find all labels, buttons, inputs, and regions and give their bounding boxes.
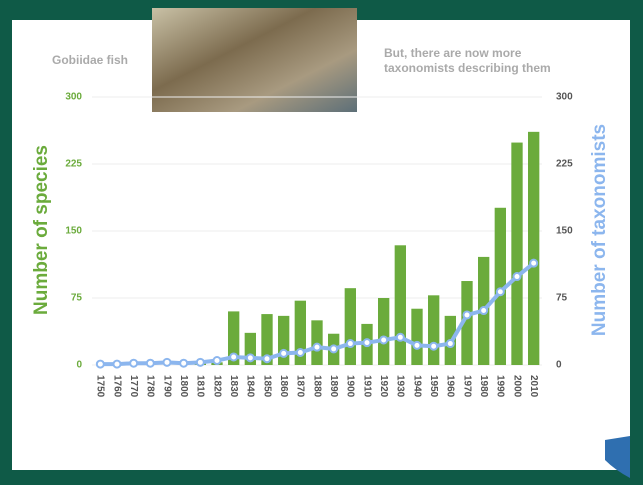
line-marker bbox=[95, 359, 105, 369]
x-tick-label: 1760 bbox=[111, 375, 122, 398]
bar bbox=[294, 300, 306, 365]
x-tick-label: 1920 bbox=[378, 375, 389, 398]
line-marker bbox=[445, 339, 455, 349]
y2-tick-label: 75 bbox=[556, 293, 568, 304]
y2-tick-label: 225 bbox=[556, 159, 573, 170]
x-tick-label: 1970 bbox=[461, 375, 472, 398]
bar bbox=[378, 298, 390, 365]
x-tick-label: 1910 bbox=[361, 375, 372, 398]
y-tick-label: 225 bbox=[65, 159, 82, 170]
bar bbox=[244, 332, 256, 365]
x-tick-label: 1800 bbox=[178, 375, 189, 398]
bar bbox=[528, 131, 540, 365]
line-marker bbox=[262, 354, 272, 364]
line-marker bbox=[329, 344, 339, 354]
line-marker bbox=[362, 338, 372, 348]
line-marker bbox=[429, 341, 439, 351]
annotation: But, there are now more taxonomists desc… bbox=[384, 46, 551, 75]
line-marker bbox=[345, 339, 355, 349]
bar bbox=[428, 295, 440, 365]
line-marker bbox=[512, 272, 522, 282]
y-tick-label: 300 bbox=[65, 92, 82, 103]
logo bbox=[605, 436, 630, 478]
x-tick-label: 1780 bbox=[145, 375, 156, 398]
x-tick-label: 1950 bbox=[428, 375, 439, 398]
bar bbox=[461, 281, 473, 365]
line-marker bbox=[145, 358, 155, 368]
line-marker bbox=[179, 358, 189, 368]
x-tick-label: 1820 bbox=[211, 375, 222, 398]
x-tick-label: 1810 bbox=[195, 375, 206, 398]
bar bbox=[261, 314, 273, 365]
line-marker bbox=[229, 352, 239, 362]
bar bbox=[278, 315, 290, 365]
x-tick-label: 2000 bbox=[511, 375, 522, 398]
line-marker bbox=[379, 335, 389, 345]
bar bbox=[228, 311, 240, 365]
x-tick-label: 1840 bbox=[245, 375, 256, 398]
y2-tick-label: 150 bbox=[556, 226, 573, 237]
y2-tick-label: 300 bbox=[556, 92, 573, 103]
line-marker bbox=[395, 332, 405, 342]
x-tick-label: 1770 bbox=[128, 375, 139, 398]
line-marker bbox=[195, 357, 205, 367]
x-tick-label: 1940 bbox=[411, 375, 422, 398]
photo bbox=[152, 8, 357, 112]
x-tick-label: 2010 bbox=[528, 375, 539, 398]
chart-title: Gobiidae fish bbox=[52, 53, 128, 67]
y-tick-label: 0 bbox=[76, 360, 82, 371]
line-marker bbox=[412, 340, 422, 350]
y2-axis-title: Number of taxonomists bbox=[589, 124, 610, 336]
x-tick-label: 1870 bbox=[295, 375, 306, 398]
line-marker bbox=[212, 356, 222, 366]
line-marker bbox=[245, 353, 255, 363]
x-tick-label: 1750 bbox=[95, 375, 106, 398]
bar bbox=[511, 142, 523, 365]
line-marker bbox=[462, 310, 472, 320]
x-tick-label: 1930 bbox=[395, 375, 406, 398]
line-marker bbox=[295, 347, 305, 357]
bar bbox=[494, 207, 506, 365]
x-tick-label: 1960 bbox=[445, 375, 456, 398]
bar bbox=[394, 245, 406, 365]
line-marker bbox=[129, 358, 139, 368]
x-tick-label: 1860 bbox=[278, 375, 289, 398]
x-tick-label: 1850 bbox=[261, 375, 272, 398]
x-tick-label: 1900 bbox=[345, 375, 356, 398]
line-marker bbox=[479, 306, 489, 316]
line-marker bbox=[529, 258, 539, 268]
y-tick-label: 75 bbox=[71, 293, 83, 304]
x-tick-label: 1890 bbox=[328, 375, 339, 398]
y-axis-title: Number of species bbox=[31, 145, 52, 315]
y2-tick-label: 0 bbox=[556, 360, 562, 371]
bar bbox=[411, 308, 423, 365]
x-tick-label: 1830 bbox=[228, 375, 239, 398]
line-marker bbox=[162, 357, 172, 367]
line-marker bbox=[279, 348, 289, 358]
x-tick-label: 1990 bbox=[495, 375, 506, 398]
bar bbox=[344, 288, 356, 365]
line-marker bbox=[112, 359, 122, 369]
x-tick-label: 1980 bbox=[478, 375, 489, 398]
line-marker bbox=[495, 287, 505, 297]
x-tick-label: 1790 bbox=[161, 375, 172, 398]
y-tick-label: 150 bbox=[65, 226, 82, 237]
x-tick-label: 1880 bbox=[311, 375, 322, 398]
line-marker bbox=[312, 342, 322, 352]
